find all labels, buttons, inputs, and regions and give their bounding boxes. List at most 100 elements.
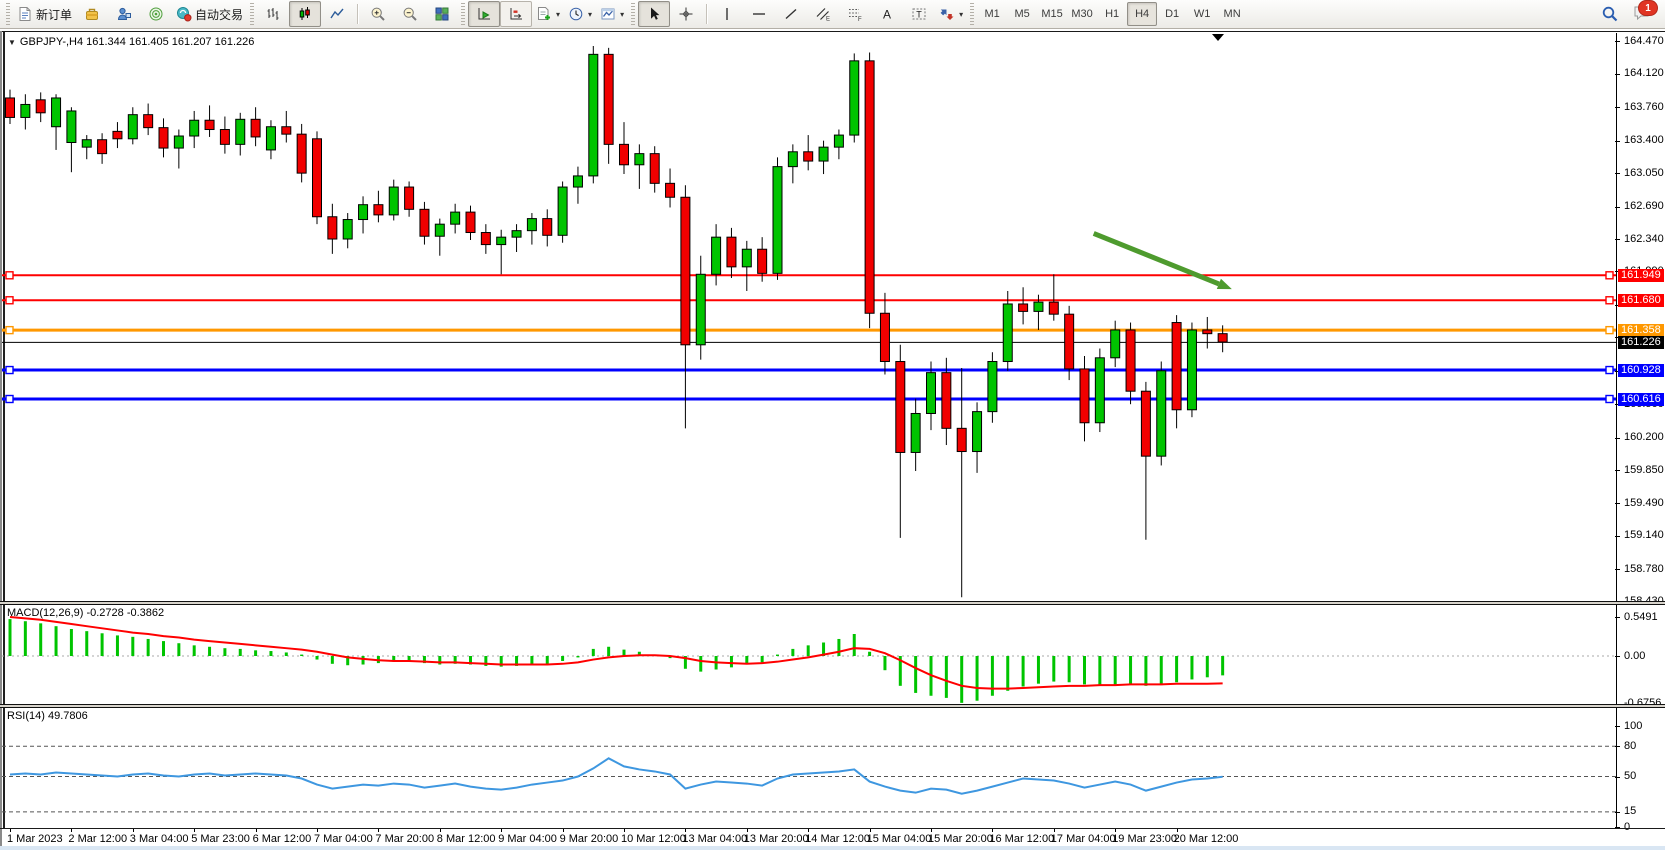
time-axis-label: 1 Mar 2023 <box>7 833 63 845</box>
tile-windows-button[interactable] <box>426 1 458 27</box>
price-tick <box>1615 437 1620 439</box>
time-tick <box>132 829 134 832</box>
templates-button[interactable]: ▾ <box>596 1 628 27</box>
auto-scroll-button[interactable] <box>468 1 501 27</box>
auto-trading-label: 自动交易 <box>195 7 244 22</box>
timeframe-group: M1 M5 M15 M30 H1 H4 D1 W1 MN <box>977 2 1247 26</box>
toolbar-grip[interactable] <box>461 3 466 25</box>
time-tick <box>1176 829 1178 832</box>
fibonacci-icon: F <box>847 6 863 22</box>
time-axis[interactable]: 1 Mar 2023 2 Mar 12:00 3 Mar 04:00 5 Mar 23… <box>0 829 1665 846</box>
market-watch-button[interactable] <box>108 1 140 27</box>
toolbar-grip[interactable] <box>250 3 255 25</box>
crosshair-button[interactable] <box>670 1 702 27</box>
search-button[interactable] <box>1594 1 1626 27</box>
trendline-tool-button[interactable] <box>775 1 807 27</box>
time-tick <box>808 829 810 832</box>
toolbar-grip[interactable] <box>631 3 636 25</box>
time-axis-label: 7 Mar 20:00 <box>375 833 435 845</box>
line-chart-icon <box>329 6 345 22</box>
pane-splitter[interactable] <box>0 704 1665 708</box>
svg-text:E: E <box>826 17 830 23</box>
rsi-tick <box>1615 811 1620 813</box>
text-label-tool-button[interactable]: T <box>903 1 935 27</box>
timeframe-M15[interactable]: M15 <box>1041 8 1063 20</box>
periods-button[interactable]: ▾ <box>564 1 596 27</box>
price-tick-label: 159.140 <box>1624 529 1664 542</box>
macd-pane-canvas[interactable] <box>2 605 1616 704</box>
new-order-button[interactable]: 新订单 <box>13 1 76 27</box>
text-tool-button[interactable]: A <box>871 1 903 27</box>
price-chart-canvas[interactable] <box>2 33 1616 602</box>
pane-splitter[interactable] <box>0 601 1665 605</box>
timeframe-M30[interactable]: M30 <box>1071 8 1093 20</box>
time-tick <box>746 829 748 832</box>
timeframe-H4[interactable]: H4 <box>1127 2 1158 26</box>
time-tick <box>685 829 687 832</box>
toolbox-button[interactable] <box>76 1 108 27</box>
timeframe-MN[interactable]: MN <box>1223 8 1241 20</box>
price-tick <box>1615 173 1620 175</box>
macd-tick <box>1615 656 1620 657</box>
time-axis-label: 16 Mar 12:00 <box>989 833 1055 845</box>
hline-price-label: 160.928 <box>1618 363 1664 377</box>
rsi-label: RSI(14) 49.7806 <box>7 710 88 722</box>
rsi-axis-separator <box>1616 708 1617 828</box>
chart-bars-button[interactable] <box>257 1 289 27</box>
arrows-tool-button[interactable]: ▾ <box>935 1 967 27</box>
rsi-axis[interactable]: 100 80 50 15 0 <box>1615 708 1665 833</box>
svg-text:F: F <box>858 17 862 22</box>
zoom-out-button[interactable] <box>394 1 426 27</box>
rsi-pane-canvas[interactable] <box>2 708 1616 828</box>
horizontal-line-tool-button[interactable] <box>743 1 775 27</box>
toolbar-grip[interactable] <box>6 3 10 25</box>
indicators-button[interactable]: ▾ <box>532 1 564 27</box>
price-tick-label: 162.340 <box>1624 232 1664 245</box>
hline-price-label: 161.949 <box>1618 268 1664 282</box>
chart-candles-button[interactable] <box>289 1 322 27</box>
crosshair-icon <box>678 6 694 22</box>
price-tick-label: 162.690 <box>1624 200 1664 213</box>
search-icon <box>1601 5 1619 23</box>
zoom-in-button[interactable] <box>362 1 394 27</box>
dropdown-caret-icon: ▾ <box>620 9 625 19</box>
time-axis-label: 5 Mar 23:00 <box>191 833 250 845</box>
toolbar-separator <box>357 4 359 24</box>
time-axis-label: 20 Mar 12:00 <box>1173 833 1239 845</box>
zoom-out-icon <box>402 6 418 22</box>
chat-button[interactable]: 1 <box>1632 0 1658 25</box>
fibonacci-tool-button[interactable]: F <box>839 1 871 27</box>
vertical-line-tool-button[interactable] <box>711 1 743 27</box>
timeframe-M5[interactable]: M5 <box>1014 8 1030 20</box>
cursor-arrow-icon <box>646 6 662 22</box>
signals-icon <box>148 6 164 22</box>
timeframe-M1[interactable]: M1 <box>984 8 1000 20</box>
price-tick <box>1615 140 1620 142</box>
signals-button[interactable] <box>140 1 172 27</box>
price-tick <box>1615 535 1620 537</box>
bid-price-label: 161.226 <box>1618 335 1664 349</box>
price-tick <box>1615 337 1620 339</box>
equidistant-channel-tool-button[interactable]: E <box>807 1 839 27</box>
chart-line-button[interactable] <box>321 1 353 27</box>
time-axis-label: 13 Mar 04:00 <box>682 833 748 845</box>
price-tick-label: 163.050 <box>1624 166 1664 179</box>
time-axis-label: 10 Mar 12:00 <box>621 833 686 845</box>
timeframe-W1[interactable]: W1 <box>1193 8 1211 20</box>
price-axis[interactable]: 164.470 164.120 163.760 163.400 163.050 162.6… <box>1615 33 1665 607</box>
auto-trading-button[interactable]: 自动交易 <box>172 1 247 27</box>
chart-expand-arrow[interactable]: ▼ <box>8 37 16 47</box>
cursor-button[interactable] <box>638 1 671 27</box>
time-tick <box>194 829 196 832</box>
toolbar-grip[interactable] <box>970 3 975 25</box>
timeframe-H1[interactable]: H1 <box>1105 8 1120 20</box>
hline-price-label: 161.680 <box>1618 293 1664 307</box>
zoom-in-icon <box>370 6 386 22</box>
vertical-line-icon <box>719 6 735 22</box>
chart-shift-button[interactable] <box>500 1 533 27</box>
price-tick <box>1615 107 1620 109</box>
timeframe-D1[interactable]: D1 <box>1165 8 1180 20</box>
symbol-info-text: GBPJPY-,H4 161.344 161.405 161.207 161.2… <box>19 36 255 48</box>
time-tick <box>1115 829 1117 832</box>
